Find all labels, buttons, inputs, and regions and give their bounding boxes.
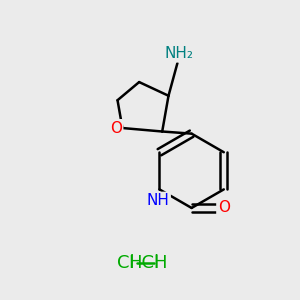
Text: NH₂: NH₂ [164, 46, 194, 61]
Text: O: O [218, 200, 230, 215]
Text: HCl: HCl [128, 254, 160, 272]
Text: O: O [110, 121, 122, 136]
Text: H: H [154, 254, 167, 272]
Text: NH: NH [146, 193, 170, 208]
Text: Cl: Cl [117, 254, 135, 272]
